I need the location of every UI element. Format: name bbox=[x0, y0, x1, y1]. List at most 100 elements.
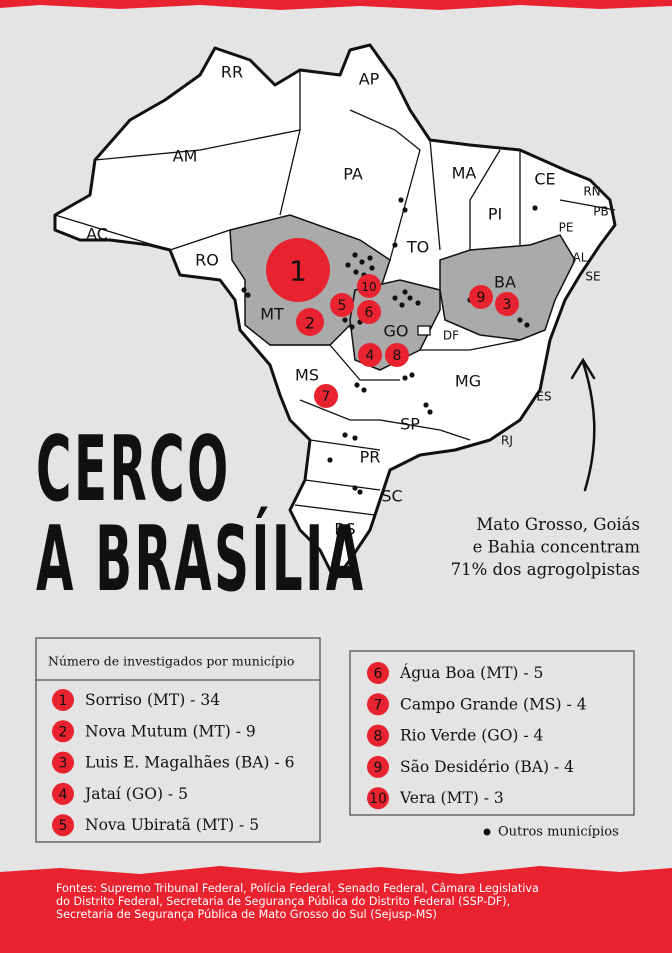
map-marker-label: 4 bbox=[366, 348, 375, 364]
legend-label: Luis E. Magalhães (BA) - 6 bbox=[85, 754, 294, 772]
top-stripe bbox=[0, 0, 672, 10]
title-line: A BRASÍLIA bbox=[36, 507, 366, 612]
legend-label: São Desidério (BA) - 4 bbox=[400, 758, 574, 776]
state-label: AC bbox=[86, 225, 108, 244]
map-marker-label: 2 bbox=[305, 314, 315, 333]
legend-rank: 1 bbox=[59, 693, 68, 709]
legend-label: Vera (MT) - 3 bbox=[399, 789, 504, 807]
state-label: MA bbox=[452, 164, 477, 183]
municipality-dot bbox=[517, 317, 523, 323]
state-label: TO bbox=[406, 238, 429, 257]
state-label: RO bbox=[195, 251, 219, 270]
legend-marker bbox=[367, 662, 389, 684]
legend-marker bbox=[52, 720, 74, 743]
municipality-dot bbox=[342, 432, 348, 438]
legend-box bbox=[35, 637, 321, 843]
municipality-dot bbox=[402, 375, 408, 381]
map: RR AP AM PA MA CE RN PB PE AL SE PI AC RO TO BA MT GO DF MS… bbox=[53, 43, 617, 582]
municipality-dot bbox=[342, 317, 348, 323]
state-label: ES bbox=[536, 390, 551, 404]
municipality-dot bbox=[369, 265, 375, 271]
legend-marker bbox=[52, 751, 74, 774]
state-label: PE bbox=[559, 221, 574, 235]
map-marker-label: 6 bbox=[365, 305, 374, 321]
legend-marker bbox=[367, 755, 389, 778]
municipality-dot bbox=[245, 292, 251, 298]
municipality-dot bbox=[409, 372, 415, 378]
map-marker bbox=[357, 274, 381, 298]
municipality-dot bbox=[532, 205, 538, 211]
state-label: DF bbox=[443, 329, 459, 343]
note-line: e Bahia concentram bbox=[473, 538, 641, 557]
map-marker bbox=[296, 308, 324, 336]
legend-rank: 10 bbox=[369, 791, 387, 807]
municipality-dot bbox=[415, 300, 421, 306]
municipality-dot bbox=[353, 269, 359, 275]
state-label: SC bbox=[381, 487, 402, 506]
state-borders bbox=[54, 70, 616, 516]
state-label: RN bbox=[583, 185, 600, 199]
state-label: PA bbox=[343, 165, 363, 184]
legend-rank: 5 bbox=[59, 818, 68, 834]
state-label: AL bbox=[573, 251, 588, 265]
state-label: RJ bbox=[501, 434, 513, 448]
legend-rank: 8 bbox=[374, 729, 383, 745]
other-dot bbox=[483, 828, 491, 836]
map-marker bbox=[469, 285, 493, 309]
legend-rank: 9 bbox=[374, 760, 383, 776]
state-label: GO bbox=[384, 322, 409, 341]
municipality-dot bbox=[327, 457, 333, 463]
municipality-dot bbox=[524, 322, 530, 328]
legend-marker bbox=[367, 693, 389, 716]
legend-rank: 6 bbox=[374, 666, 383, 682]
legend-rank: 3 bbox=[59, 756, 68, 772]
map-marker bbox=[266, 238, 330, 302]
state-label: CE bbox=[534, 170, 555, 189]
map-marker bbox=[314, 384, 338, 408]
municipality-dot bbox=[361, 387, 367, 393]
map-marker-label: 9 bbox=[477, 290, 486, 306]
legend-label: Rio Verde (GO) - 4 bbox=[400, 727, 544, 745]
map-marker bbox=[330, 293, 354, 317]
municipality-dot bbox=[427, 409, 433, 415]
municipality-dot bbox=[398, 197, 404, 203]
legend-marker bbox=[367, 787, 389, 810]
state-label: MT bbox=[260, 305, 284, 324]
legend-other: Outros municípios bbox=[498, 825, 619, 840]
legend-rank: 2 bbox=[59, 724, 68, 740]
municipality-dot bbox=[392, 295, 398, 301]
legend-marker bbox=[52, 689, 74, 711]
map-marker-label: 3 bbox=[503, 297, 512, 313]
state-label: MG bbox=[455, 372, 481, 391]
municipality-dot bbox=[367, 255, 373, 261]
arrow bbox=[570, 357, 596, 492]
bottom-stripe bbox=[0, 866, 672, 953]
legend-marker bbox=[367, 724, 389, 747]
state-label: RR bbox=[221, 63, 243, 82]
municipality-dot bbox=[241, 287, 247, 293]
legend-label: Água Boa (MT) - 5 bbox=[399, 664, 543, 682]
municipality-dot bbox=[352, 485, 358, 491]
municipality-dot bbox=[354, 382, 360, 388]
municipality-dot bbox=[402, 289, 408, 295]
state-label: PR bbox=[360, 448, 381, 467]
municipality-dot bbox=[359, 259, 365, 265]
note-line: 71% dos agrogolpistas bbox=[451, 560, 640, 579]
municipality-dot bbox=[352, 435, 358, 441]
sources-line: Fontes: Supremo Tribunal Federal, Políci… bbox=[56, 882, 539, 895]
map-marker-label: 8 bbox=[393, 348, 402, 364]
municipality-dot bbox=[357, 489, 363, 495]
legend-label: Sorriso (MT) - 34 bbox=[85, 691, 220, 709]
map-marker-label: 1 bbox=[289, 255, 307, 288]
note-line: Mato Grosso, Goiás bbox=[476, 515, 640, 534]
state-label: RS bbox=[334, 520, 355, 539]
state-label: MS bbox=[295, 366, 319, 385]
legend-label: Nova Ubiratã (MT) - 5 bbox=[85, 816, 259, 834]
legend-marker bbox=[52, 814, 74, 837]
state-label: AP bbox=[359, 70, 380, 89]
state-label: PI bbox=[488, 205, 502, 224]
legend-rank: 7 bbox=[374, 697, 383, 713]
state-label: AM bbox=[173, 147, 198, 166]
legend-label: Jataí (GO) - 5 bbox=[83, 785, 188, 803]
